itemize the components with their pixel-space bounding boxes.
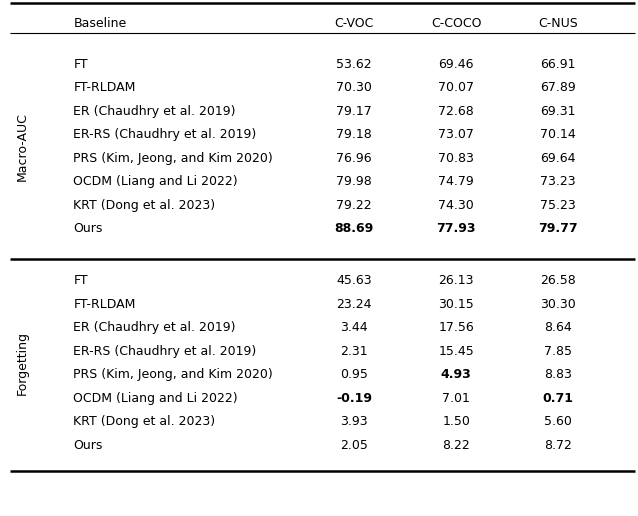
Text: 74.79: 74.79 <box>438 175 474 188</box>
Text: 73.07: 73.07 <box>438 128 474 141</box>
Text: Baseline: Baseline <box>73 17 126 30</box>
Text: 70.07: 70.07 <box>438 82 474 94</box>
Text: 75.23: 75.23 <box>540 199 576 212</box>
Text: 26.13: 26.13 <box>438 274 474 287</box>
Text: 26.58: 26.58 <box>540 274 576 287</box>
Text: 73.23: 73.23 <box>540 175 576 188</box>
Text: 69.64: 69.64 <box>540 152 576 165</box>
Text: FT-RLDAM: FT-RLDAM <box>73 298 136 311</box>
Text: PRS (Kim, Jeong, and Kim 2020): PRS (Kim, Jeong, and Kim 2020) <box>73 368 273 381</box>
Text: 30.15: 30.15 <box>438 298 474 311</box>
Text: 53.62: 53.62 <box>336 58 372 71</box>
Text: 1.50: 1.50 <box>442 415 470 428</box>
Text: 72.68: 72.68 <box>438 105 474 118</box>
Text: 2.31: 2.31 <box>340 345 368 358</box>
Text: PRS (Kim, Jeong, and Kim 2020): PRS (Kim, Jeong, and Kim 2020) <box>73 152 273 165</box>
Text: 69.31: 69.31 <box>540 105 576 118</box>
Text: 0.95: 0.95 <box>340 368 368 381</box>
Text: 8.72: 8.72 <box>544 439 572 452</box>
Text: OCDM (Liang and Li 2022): OCDM (Liang and Li 2022) <box>73 175 238 188</box>
Text: 74.30: 74.30 <box>438 199 474 212</box>
Text: 8.64: 8.64 <box>544 321 572 334</box>
Text: 79.98: 79.98 <box>336 175 372 188</box>
Text: 88.69: 88.69 <box>334 222 374 235</box>
Text: 2.05: 2.05 <box>340 439 368 452</box>
Text: 3.44: 3.44 <box>340 321 368 334</box>
Text: 70.83: 70.83 <box>438 152 474 165</box>
Text: 8.22: 8.22 <box>442 439 470 452</box>
Text: OCDM (Liang and Li 2022): OCDM (Liang and Li 2022) <box>73 392 238 405</box>
Text: 8.83: 8.83 <box>544 368 572 381</box>
Text: 23.24: 23.24 <box>336 298 372 311</box>
Text: 69.46: 69.46 <box>438 58 474 71</box>
Text: Ours: Ours <box>73 439 103 452</box>
Text: 7.01: 7.01 <box>442 392 470 405</box>
Text: Forgetting: Forgetting <box>16 331 29 395</box>
Text: C-VOC: C-VOC <box>334 17 374 30</box>
Text: 17.56: 17.56 <box>438 321 474 334</box>
Text: 79.22: 79.22 <box>336 199 372 212</box>
Text: C-NUS: C-NUS <box>538 17 578 30</box>
Text: 0.71: 0.71 <box>543 392 574 405</box>
Text: FT: FT <box>73 274 88 287</box>
Text: 66.91: 66.91 <box>540 58 576 71</box>
Text: 67.89: 67.89 <box>540 82 576 94</box>
Text: C-COCO: C-COCO <box>431 17 482 30</box>
Text: 79.77: 79.77 <box>538 222 578 235</box>
Text: 79.17: 79.17 <box>336 105 372 118</box>
Text: 76.96: 76.96 <box>336 152 372 165</box>
Text: 79.18: 79.18 <box>336 128 372 141</box>
Text: Macro-AUC: Macro-AUC <box>16 112 29 181</box>
Text: FT: FT <box>73 58 88 71</box>
Text: ER (Chaudhry et al. 2019): ER (Chaudhry et al. 2019) <box>73 105 236 118</box>
Text: 5.60: 5.60 <box>544 415 572 428</box>
Text: 45.63: 45.63 <box>336 274 372 287</box>
Text: -0.19: -0.19 <box>336 392 372 405</box>
Text: ER-RS (Chaudhry et al. 2019): ER-RS (Chaudhry et al. 2019) <box>73 345 256 358</box>
Text: 30.30: 30.30 <box>540 298 576 311</box>
Text: 15.45: 15.45 <box>438 345 474 358</box>
Text: ER (Chaudhry et al. 2019): ER (Chaudhry et al. 2019) <box>73 321 236 334</box>
Text: KRT (Dong et al. 2023): KRT (Dong et al. 2023) <box>73 199 216 212</box>
Text: 4.93: 4.93 <box>441 368 471 381</box>
Text: Ours: Ours <box>73 222 103 235</box>
Text: 77.93: 77.93 <box>436 222 476 235</box>
Text: 70.14: 70.14 <box>540 128 576 141</box>
Text: 70.30: 70.30 <box>336 82 372 94</box>
Text: 3.93: 3.93 <box>340 415 368 428</box>
Text: FT-RLDAM: FT-RLDAM <box>73 82 136 94</box>
Text: ER-RS (Chaudhry et al. 2019): ER-RS (Chaudhry et al. 2019) <box>73 128 256 141</box>
Text: KRT (Dong et al. 2023): KRT (Dong et al. 2023) <box>73 415 216 428</box>
Text: 7.85: 7.85 <box>544 345 572 358</box>
